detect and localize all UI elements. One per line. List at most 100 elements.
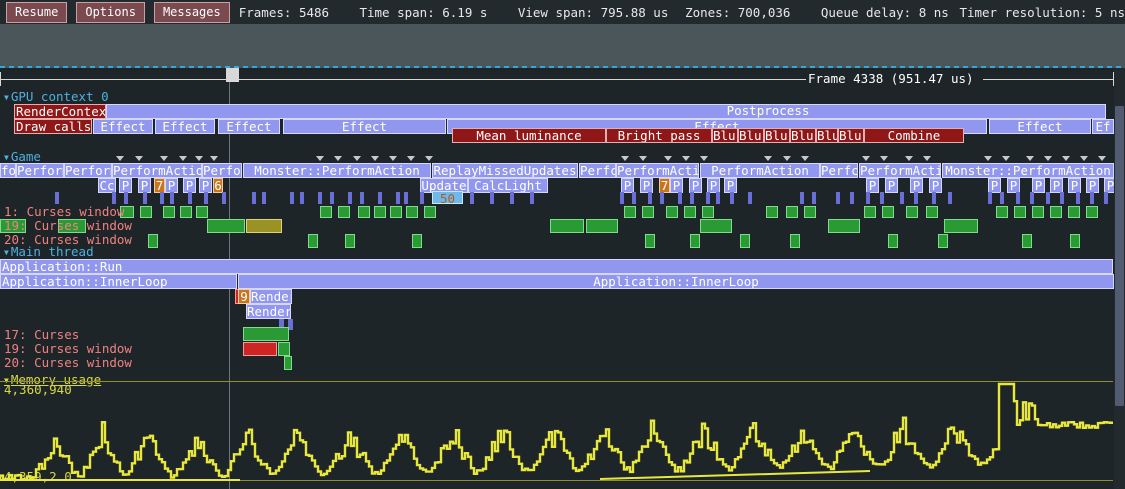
timeline-zone[interactable]: Render: [246, 304, 291, 319]
timeline-zone[interactable]: RenderContext: [14, 104, 106, 119]
context-switch-tick[interactable]: [1060, 192, 1064, 204]
timeline-zone[interactable]: Render: [250, 289, 292, 304]
timeline-zone[interactable]: P: [640, 178, 653, 193]
context-switch-tick[interactable]: [1000, 192, 1004, 204]
timeline-zone[interactable]: P: [165, 178, 178, 193]
lock-bar[interactable]: [406, 206, 418, 218]
group-header-memory-usage[interactable]: ▼ Memory usage: [4, 373, 101, 388]
timeline-zone[interactable]: Perform: [16, 163, 64, 178]
context-switch-tick[interactable]: [124, 192, 128, 204]
lock-bar[interactable]: [180, 206, 192, 218]
messages-button[interactable]: Messages: [153, 1, 230, 23]
context-switch-tick[interactable]: [1076, 192, 1080, 204]
timeline-cursor-handle-left[interactable]: [226, 68, 233, 82]
lock-bar[interactable]: [864, 206, 876, 218]
context-switch-tick[interactable]: [716, 192, 720, 204]
context-switch-tick[interactable]: [1046, 192, 1050, 204]
timeline-zone[interactable]: Perfc: [820, 163, 858, 178]
timeline-zone[interactable]: P: [1007, 178, 1020, 193]
vertical-scrollbar[interactable]: [1114, 68, 1125, 489]
timeline-zone[interactable]: Perfor: [202, 163, 242, 178]
context-switch-tick[interactable]: [632, 192, 636, 204]
context-switch-tick[interactable]: [290, 192, 294, 204]
lock-bar[interactable]: [645, 234, 655, 248]
context-switch-tick[interactable]: [900, 192, 904, 204]
context-switch-tick[interactable]: [470, 192, 474, 204]
context-switch-tick[interactable]: [620, 192, 624, 204]
timeline-zone[interactable]: P: [929, 178, 942, 193]
timeline-zone[interactable]: P: [910, 178, 923, 193]
timeline-zone[interactable]: 50: [432, 191, 463, 204]
timeline-zone[interactable]: Blur: [738, 128, 764, 143]
lock-row-label-game-20[interactable]: 20: Curses window: [4, 232, 132, 247]
timeline-zone[interactable]: P: [707, 178, 720, 193]
context-switch-tick[interactable]: [880, 192, 884, 204]
group-header-gpu-context[interactable]: ▼ GPU context 0: [4, 90, 109, 105]
context-switch-tick[interactable]: [706, 192, 710, 204]
timeline-zone[interactable]: Blur: [838, 128, 864, 143]
timeline-zone[interactable]: Ef: [1092, 119, 1114, 134]
lock-bar[interactable]: [624, 206, 636, 218]
context-switch-tick[interactable]: [262, 192, 266, 204]
lock-bar[interactable]: [906, 206, 918, 218]
timeline-zone[interactable]: P: [724, 178, 737, 193]
lock-bar[interactable]: [1014, 206, 1026, 218]
lock-bar[interactable]: [766, 206, 778, 218]
lock-bar[interactable]: [828, 219, 860, 233]
context-switch-tick[interactable]: [396, 192, 400, 204]
timeline-zone[interactable]: Blur: [712, 128, 738, 143]
lock-row-label-game-1[interactable]: 1: Curses window: [4, 204, 125, 219]
context-switch-tick[interactable]: [730, 192, 734, 204]
context-switch-tick[interactable]: [222, 192, 226, 204]
context-switch-tick[interactable]: [648, 192, 652, 204]
timeline-zone[interactable]: Blu: [816, 128, 838, 143]
timeline-zone[interactable]: P: [621, 178, 634, 193]
lock-bar[interactable]: [938, 234, 948, 248]
context-switch-tick[interactable]: [1090, 192, 1094, 204]
lock-bar[interactable]: [390, 206, 402, 218]
timeline-zone[interactable]: P: [183, 178, 196, 193]
context-switch-tick[interactable]: [318, 192, 322, 204]
timeline-zone[interactable]: 7: [154, 178, 165, 193]
context-switch-tick[interactable]: [660, 192, 664, 204]
context-switch-tick[interactable]: [348, 192, 352, 204]
context-switch-tick[interactable]: [404, 192, 408, 204]
timeline-zone[interactable]: Effect: [218, 119, 280, 134]
timeline-zone[interactable]: [106, 104, 1106, 119]
lock-bar[interactable]: [1068, 206, 1080, 218]
lock-bar[interactable]: [666, 206, 678, 218]
context-switch-tick[interactable]: [360, 192, 364, 204]
lock-bar[interactable]: [320, 206, 332, 218]
options-button[interactable]: Options: [76, 1, 145, 23]
context-switch-tick[interactable]: [378, 192, 382, 204]
timeline-zone[interactable]: Combine: [864, 128, 964, 143]
lock-bar[interactable]: [1032, 206, 1044, 218]
lock-bar[interactable]: [700, 219, 732, 233]
context-switch-tick[interactable]: [55, 192, 59, 204]
context-switch-tick[interactable]: [160, 192, 164, 204]
context-switch-tick[interactable]: [850, 192, 854, 204]
timeline-zone[interactable]: P: [885, 178, 898, 193]
lock-bar[interactable]: [740, 234, 750, 248]
timeline-zone[interactable]: Perform: [64, 163, 112, 178]
context-switch-tick[interactable]: [300, 192, 304, 204]
context-switch-tick[interactable]: [530, 192, 534, 204]
lock-bar[interactable]: [586, 219, 618, 233]
timeline-zone[interactable]: Effect: [283, 119, 446, 134]
lock-bar[interactable]: [996, 206, 1008, 218]
timeline-zone[interactable]: Monster::PerformAction: [942, 163, 1114, 178]
context-switch-tick[interactable]: [279, 319, 284, 330]
context-switch-tick[interactable]: [188, 192, 192, 204]
context-switch-tick[interactable]: [143, 192, 147, 204]
lock-bar[interactable]: [284, 356, 292, 370]
timeline-zone[interactable]: Effect: [155, 119, 215, 134]
timeline-zone[interactable]: P: [988, 178, 1001, 193]
timeline-zone[interactable]: P: [1086, 178, 1099, 193]
lock-bar[interactable]: [1086, 206, 1098, 218]
lock-bar[interactable]: [804, 206, 816, 218]
lock-bar[interactable]: [148, 234, 158, 248]
timeline-zone[interactable]: Cc: [98, 178, 116, 193]
timeline-zone[interactable]: PerformAction: [700, 163, 820, 178]
timeline-zone[interactable]: PerformAction: [112, 163, 202, 178]
timeline-zone[interactable]: P: [689, 178, 702, 193]
